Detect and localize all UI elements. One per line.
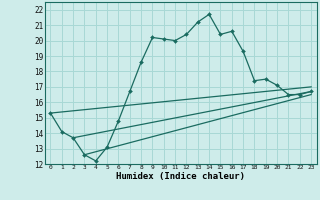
- X-axis label: Humidex (Indice chaleur): Humidex (Indice chaleur): [116, 172, 245, 181]
